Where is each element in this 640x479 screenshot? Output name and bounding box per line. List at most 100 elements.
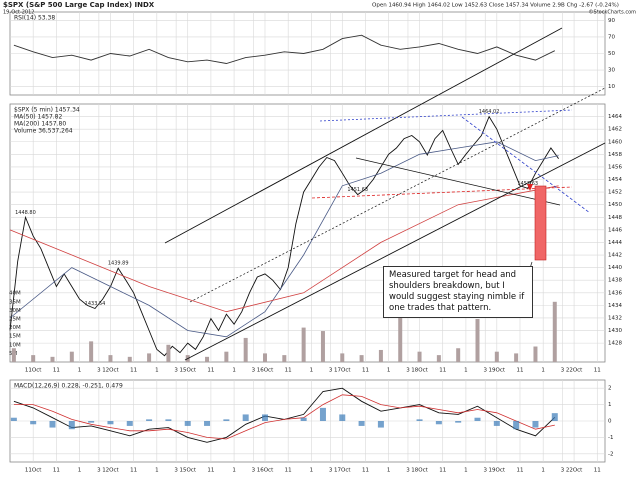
volume-bar	[494, 351, 499, 362]
histogram-bar	[474, 417, 481, 421]
histogram-bar	[223, 419, 230, 421]
y-tick-label: 25M	[9, 317, 21, 323]
y-tick-label: 1456	[608, 164, 622, 170]
x-tick-label: 11	[362, 368, 369, 374]
date: 19-Oct-2012	[3, 10, 34, 16]
x-tick-label: 11	[53, 368, 60, 374]
x-tick-label: 11	[207, 368, 214, 374]
volume-bar	[127, 356, 132, 362]
y-tick-label: 1460	[608, 139, 622, 145]
histogram-bar	[358, 421, 365, 426]
note: Measured target for head and shoulders b…	[383, 266, 533, 318]
x-tick-label: 19Oct	[489, 468, 506, 474]
histogram-bar	[204, 421, 211, 426]
histogram-bar	[242, 414, 249, 421]
x-tick-label: 1	[541, 368, 545, 374]
volume-bar	[224, 351, 229, 362]
y-tick-label: 15M	[9, 334, 21, 340]
y-tick-label: 1442	[608, 253, 622, 259]
x-tick-label: 11	[517, 368, 524, 374]
histogram-bar	[49, 421, 56, 428]
x-tick-label: 22Oct	[566, 368, 583, 374]
price-label: 1433.54	[85, 301, 106, 307]
histogram-bar	[10, 417, 17, 421]
y-tick-label: 1462	[608, 127, 622, 133]
x-tick-label: 1	[310, 468, 314, 474]
y-tick-label: 1454	[608, 177, 622, 183]
channel-upper	[164, 27, 563, 244]
volume-bar	[340, 353, 345, 362]
x-tick-label: 3	[561, 368, 565, 374]
x-tick-label: 1	[232, 368, 236, 374]
chart-title: $SPX (S&P 500 Large Cap Index) INDX	[3, 1, 155, 9]
volume-bar	[475, 319, 480, 362]
x-tick-label: 1	[232, 468, 236, 474]
blue-trend	[461, 116, 591, 214]
y-tick-label: 30M	[9, 308, 21, 314]
x-tick-label: 3	[97, 368, 101, 374]
y-tick-label: 40M	[9, 291, 21, 297]
y-tick-label: 1434	[608, 303, 622, 309]
histogram-bar	[30, 421, 37, 425]
x-tick-label: 1	[310, 368, 314, 374]
histogram-bar	[339, 414, 346, 421]
quote: Open 1460.94 High 1464.02 Low 1452.63 Cl…	[372, 3, 619, 9]
x-tick-label: 17Oct	[334, 368, 351, 374]
volume-bar	[417, 351, 422, 362]
y-tick-label: 1452	[608, 190, 622, 196]
histogram-bar	[416, 419, 423, 421]
x-tick-label: 11	[594, 468, 601, 474]
x-tick-label: 3	[483, 468, 487, 474]
volume-bar	[301, 327, 306, 362]
volume-bar	[514, 353, 519, 362]
volume-bar	[436, 355, 441, 362]
price-label: 1451.63	[347, 187, 368, 193]
series-line	[13, 394, 555, 440]
histogram-bar	[107, 421, 114, 425]
histogram-bar	[262, 414, 268, 421]
x-tick-label: 11	[207, 468, 214, 474]
credit: ©StockCharts.com	[589, 9, 637, 16]
y-tick-label: 1432	[608, 315, 622, 321]
histogram-bar	[184, 421, 191, 426]
y-tick-label: 1450	[608, 202, 622, 208]
x-tick-label: 11	[53, 468, 60, 474]
histogram-bar	[455, 421, 462, 423]
histogram-bar	[513, 421, 520, 430]
x-tick-label: 1	[78, 468, 82, 474]
y-tick-label: -2	[608, 451, 613, 457]
x-tick-label: 11	[285, 468, 292, 474]
x-tick-label: 16Oct	[257, 368, 274, 374]
x-tick-label: 16Oct	[257, 468, 274, 474]
x-tick-label: 11	[594, 368, 601, 374]
volume-bar	[378, 349, 383, 362]
histogram-bar	[532, 421, 539, 428]
x-tick-label: 1	[464, 368, 468, 374]
y-tick-label: -1	[608, 435, 613, 441]
y-tick-label: 30	[608, 68, 615, 74]
y-tick-label: 1438	[608, 278, 622, 284]
volume-bar	[50, 356, 55, 362]
histogram-bar	[126, 421, 133, 426]
y-tick-label: 1428	[608, 341, 622, 347]
histogram-bar	[435, 421, 442, 425]
x-tick-label: 11	[439, 468, 446, 474]
x-tick-label: 3	[483, 368, 487, 374]
y-tick-label: 50	[608, 51, 615, 57]
histogram-bar	[551, 413, 558, 421]
y-tick-label: 35M	[9, 299, 21, 305]
legend-entry: MA(200) 1457.80	[14, 121, 66, 128]
y-tick-label: 1440	[608, 265, 622, 271]
histogram-bar	[493, 421, 500, 426]
volume-bar	[205, 356, 210, 362]
panel-title: RSI(14) 53.38	[14, 15, 55, 22]
y-tick-label: 70	[608, 34, 615, 40]
x-tick-label: 1	[387, 368, 391, 374]
volume-bar	[89, 341, 94, 362]
histogram-bar	[319, 407, 326, 421]
x-tick-label: 11Oct	[25, 368, 42, 374]
x-tick-label: 18Oct	[411, 368, 428, 374]
channel-mid	[189, 87, 606, 303]
volume-bar	[552, 301, 557, 362]
y-tick-label: 1458	[608, 152, 622, 158]
